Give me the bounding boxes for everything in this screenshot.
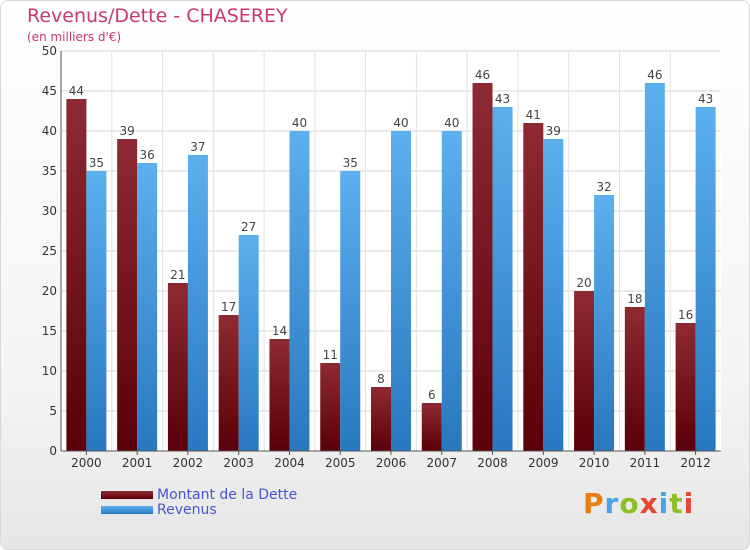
bar-revenus-2001 bbox=[137, 163, 158, 451]
bar-revenus-2010 bbox=[594, 195, 615, 451]
logo-letter: t bbox=[669, 487, 684, 520]
y-tick-label: 20 bbox=[42, 284, 57, 298]
data-label-revenus-2009: 39 bbox=[546, 124, 561, 138]
y-tick-label: 0 bbox=[49, 444, 57, 458]
x-tick-label-2001: 2001 bbox=[122, 456, 153, 470]
bar-dette-2003 bbox=[218, 315, 239, 451]
data-label-dette-2005: 11 bbox=[323, 348, 338, 362]
data-label-revenus-2011: 46 bbox=[647, 68, 662, 82]
bar-revenus-2004 bbox=[289, 131, 310, 451]
data-label-revenus-2001: 36 bbox=[140, 148, 155, 162]
x-tick-label-2002: 2002 bbox=[173, 456, 204, 470]
bar-dette-2008 bbox=[472, 83, 493, 451]
logo-letter: i bbox=[683, 487, 695, 520]
y-tick-label: 50 bbox=[42, 44, 57, 58]
bar-dette-2005 bbox=[320, 363, 341, 451]
y-tick-label: 35 bbox=[42, 164, 57, 178]
x-tick-label-2012: 2012 bbox=[680, 456, 711, 470]
logo-letter: o bbox=[619, 487, 640, 520]
data-label-revenus-2012: 43 bbox=[698, 92, 713, 106]
data-label-dette-2012: 16 bbox=[678, 308, 693, 322]
bar-revenus-2000 bbox=[86, 171, 107, 451]
logo-letter: i bbox=[658, 487, 670, 520]
data-label-revenus-2007: 40 bbox=[444, 116, 459, 130]
data-label-dette-2010: 20 bbox=[576, 276, 591, 290]
x-tick-label-2011: 2011 bbox=[630, 456, 661, 470]
y-tick-label: 10 bbox=[42, 364, 57, 378]
bar-revenus-2003 bbox=[238, 235, 259, 451]
y-tick-label: 40 bbox=[42, 124, 57, 138]
data-label-revenus-2008: 43 bbox=[495, 92, 510, 106]
bar-dette-2010 bbox=[574, 291, 595, 451]
data-label-dette-2008: 46 bbox=[475, 68, 490, 82]
x-tick-label-2007: 2007 bbox=[426, 456, 457, 470]
data-label-revenus-2005: 35 bbox=[343, 156, 358, 170]
legend-swatch-revenus bbox=[101, 505, 153, 514]
data-label-dette-2011: 18 bbox=[627, 292, 642, 306]
legend-label-revenus: Revenus bbox=[157, 501, 217, 518]
x-tick-label-2009: 2009 bbox=[528, 456, 559, 470]
bar-dette-2011 bbox=[624, 307, 645, 451]
logo-letter: x bbox=[639, 487, 659, 520]
data-label-dette-2006: 8 bbox=[377, 372, 385, 386]
bar-revenus-2007 bbox=[441, 131, 462, 451]
data-label-dette-2007: 6 bbox=[428, 388, 436, 402]
y-tick-label: 15 bbox=[42, 324, 57, 338]
bar-revenus-2008 bbox=[492, 107, 513, 451]
bar-dette-2000 bbox=[66, 99, 87, 451]
x-tick-label-2010: 2010 bbox=[579, 456, 610, 470]
chart-title: Revenus/Dette - CHASEREY bbox=[27, 5, 288, 27]
y-tick-label: 25 bbox=[42, 244, 57, 258]
x-tick-label-2003: 2003 bbox=[223, 456, 254, 470]
bar-dette-2006 bbox=[371, 387, 391, 451]
data-label-dette-2009: 41 bbox=[526, 108, 541, 122]
data-label-dette-2001: 39 bbox=[120, 124, 135, 138]
legend-label-dette: Montant de la Dette bbox=[157, 486, 298, 503]
data-label-revenus-2003: 27 bbox=[241, 220, 256, 234]
bar-revenus-2006 bbox=[391, 131, 411, 451]
legend-item-revenus: Revenus bbox=[101, 501, 297, 518]
bar-revenus-2002 bbox=[187, 155, 208, 451]
x-tick-label-2006: 2006 bbox=[376, 456, 407, 470]
bar-dette-2004 bbox=[269, 339, 290, 451]
legend-item-dette: Montant de la Dette bbox=[101, 486, 298, 503]
bar-revenus-2005 bbox=[340, 171, 361, 451]
bar-revenus-2009 bbox=[543, 139, 564, 451]
bar-revenus-2012 bbox=[695, 107, 716, 451]
bar-revenus-2011 bbox=[644, 83, 665, 451]
y-tick-label: 45 bbox=[42, 84, 57, 98]
x-tick-label-2000: 2000 bbox=[71, 456, 102, 470]
legend-swatch-dette bbox=[101, 490, 153, 499]
x-tick-label-2005: 2005 bbox=[325, 456, 356, 470]
data-label-dette-2000: 44 bbox=[69, 84, 84, 98]
data-label-dette-2003: 17 bbox=[221, 300, 236, 314]
proxiti-logo: Proxiti bbox=[583, 487, 694, 520]
bar-dette-2001 bbox=[117, 139, 138, 451]
logo-letter: P bbox=[583, 487, 605, 520]
data-label-revenus-2004: 40 bbox=[292, 116, 307, 130]
y-tick-label: 30 bbox=[42, 204, 57, 218]
bar-dette-2002 bbox=[167, 283, 188, 451]
bar-chart: 44 35 39 36 21 37 17 27 14 40 11 35 8 40 6 40 46 43 41 39 20… bbox=[42, 44, 721, 470]
data-label-revenus-2000: 35 bbox=[89, 156, 104, 170]
x-tick-label-2008: 2008 bbox=[477, 456, 508, 470]
chart-legend: Montant de la Dette Revenus bbox=[101, 486, 298, 518]
bar-dette-2007 bbox=[421, 403, 442, 451]
data-label-dette-2004: 14 bbox=[272, 324, 287, 338]
data-label-revenus-2006: 40 bbox=[393, 116, 408, 130]
data-label-revenus-2010: 32 bbox=[596, 180, 611, 194]
logo-letter: r bbox=[604, 487, 620, 520]
data-label-dette-2002: 21 bbox=[170, 268, 185, 282]
bar-dette-2012 bbox=[675, 323, 696, 451]
chart-subtitle: (en milliers d'€) bbox=[27, 30, 122, 44]
y-tick-label: 5 bbox=[49, 404, 57, 418]
bar-dette-2009 bbox=[523, 123, 544, 451]
x-tick-label-2004: 2004 bbox=[274, 456, 305, 470]
data-label-revenus-2002: 37 bbox=[190, 140, 205, 154]
